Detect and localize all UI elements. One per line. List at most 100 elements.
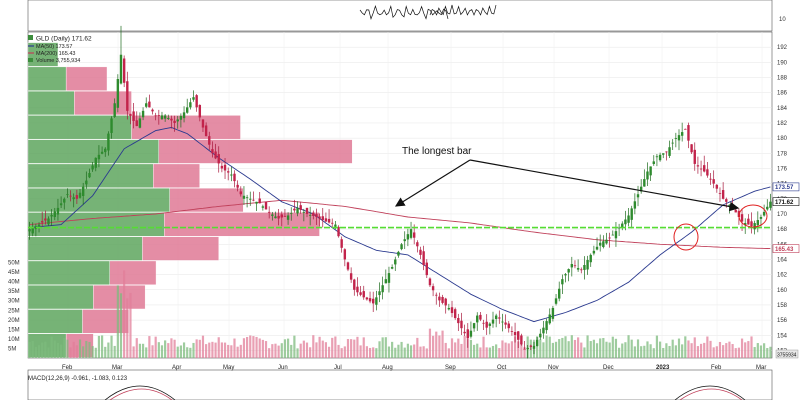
volume-bar (599, 338, 602, 358)
volume-bar (699, 343, 703, 358)
volume-bar (558, 339, 561, 358)
volume-bar (520, 342, 523, 358)
volume-bar (447, 348, 450, 358)
volume-bar (703, 342, 706, 358)
volume-bar (753, 347, 756, 358)
candle-body (677, 135, 681, 141)
volume-bar (246, 336, 249, 358)
price-badge-box (772, 244, 800, 253)
candle-body (290, 212, 293, 214)
candle-body (501, 321, 504, 323)
volume-bar (545, 335, 548, 358)
candle-body (132, 111, 135, 121)
candle-body (595, 246, 599, 250)
volume-bar (381, 337, 384, 358)
volume-bar (457, 338, 460, 358)
volume-bar (312, 335, 315, 358)
volume-bar (488, 347, 491, 358)
candle-body (696, 165, 700, 167)
candle-body (602, 241, 605, 248)
volume-bar (662, 347, 665, 358)
month-tick-label: Aug (382, 365, 393, 371)
volume-bar (690, 343, 693, 358)
candle-body (353, 279, 356, 290)
volume-tick-label: 5M (8, 346, 16, 352)
volume-bar (444, 342, 447, 358)
candle-body (561, 279, 564, 285)
volume-bar (466, 338, 469, 358)
candle-body (684, 128, 687, 130)
volume-bar (182, 342, 186, 358)
volume-bar (343, 346, 346, 358)
candle-body (488, 323, 492, 326)
volume-bar (261, 339, 264, 358)
candle-body (438, 296, 441, 301)
candle-body (226, 171, 230, 173)
candle-body (283, 215, 287, 217)
volume-bar (315, 342, 318, 358)
candle-body (655, 156, 659, 158)
volume-bar (756, 343, 759, 358)
volume-bar (283, 339, 287, 358)
volume-bar (28, 341, 31, 358)
volume-bar (715, 346, 718, 358)
candle-body (498, 317, 501, 319)
volume-bar (94, 347, 97, 358)
profile-bar-up (27, 309, 83, 334)
candle-body (47, 218, 50, 225)
candle-body (331, 222, 334, 224)
volume-bar (658, 341, 662, 358)
candle-body (586, 259, 589, 270)
volume-bar (56, 342, 60, 358)
candle-body (570, 263, 574, 268)
candle-body (97, 154, 101, 160)
candle-body (406, 234, 410, 240)
volume-bar (368, 347, 372, 358)
candle-body (718, 193, 722, 194)
volume-bar (573, 339, 577, 358)
highlight-circle-retest (738, 204, 768, 228)
volume-bar (432, 335, 435, 358)
volume-bar (769, 346, 772, 358)
macd-signal-2 (679, 388, 743, 401)
volume-bar (286, 338, 290, 358)
volume-tick-label: 25M (8, 308, 20, 314)
candle-body (334, 224, 337, 227)
candle-body (327, 218, 331, 223)
candle-body (129, 113, 132, 116)
volume-bar (640, 346, 643, 358)
candle-body (633, 201, 637, 209)
profile-bar-up (27, 66, 67, 91)
price-tick-label: 168 (777, 227, 788, 233)
candle-body (639, 186, 643, 192)
candle-body (539, 333, 542, 338)
candle-body (409, 229, 413, 238)
price-badge-label: 165.43 (775, 247, 794, 253)
price-tick-label: 180 (777, 136, 788, 142)
volume-bar (258, 338, 261, 358)
ticker-swatch (28, 35, 33, 40)
candle-body (293, 208, 296, 211)
volume-bar (110, 335, 113, 358)
candle-body (769, 201, 772, 208)
candle-body (611, 234, 614, 236)
candle-body (472, 323, 476, 329)
macd-panel-frame (27, 369, 773, 401)
volume-bar (164, 340, 167, 358)
volume-bar (302, 340, 305, 358)
price-tick-label: 178 (777, 151, 788, 157)
volume-bar (227, 344, 230, 358)
price-tick-label: 162 (777, 273, 788, 279)
macd-label: MACD(12,26,9) -0.961, -1.083, 0.123 (28, 376, 128, 382)
volume-bar (649, 344, 652, 358)
candle-body (671, 142, 674, 144)
volume-bar (82, 346, 85, 358)
volume-bar (766, 348, 769, 358)
volume-bar (353, 339, 356, 358)
candle-body (384, 279, 388, 284)
candle-body (747, 218, 750, 225)
volume-bar (542, 342, 545, 358)
volume-last-badge-text: 3755934 (777, 353, 797, 359)
candle-body (627, 215, 630, 223)
candle-body (343, 249, 347, 260)
